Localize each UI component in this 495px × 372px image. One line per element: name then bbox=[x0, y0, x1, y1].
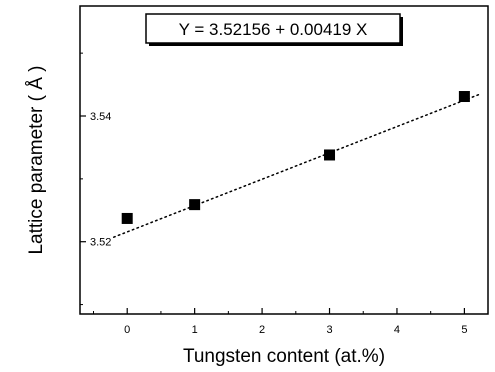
equation-box-frame bbox=[145, 13, 401, 44]
equation-box: Y = 3.52156 + 0.00419 X bbox=[145, 13, 403, 46]
data-points bbox=[121, 91, 470, 224]
x-tick-label-2: 2 bbox=[259, 324, 265, 336]
x-axis-ticks: 0 1 2 3 4 5 bbox=[92, 308, 467, 336]
data-point-x3 bbox=[324, 149, 336, 161]
equation-text: Y = 3.52156 + 0.00419 X bbox=[179, 20, 368, 39]
x-tick-label-4: 4 bbox=[394, 324, 400, 336]
y-axis-ticks: 3.52 3.54 bbox=[80, 52, 111, 306]
data-point-x5 bbox=[458, 91, 470, 103]
fit-line-group bbox=[112, 92, 483, 238]
x-tick-label-0: 0 bbox=[124, 324, 130, 336]
data-point-x1 bbox=[189, 199, 201, 211]
y-axis-label: Lattice parameter ( Å ) bbox=[26, 65, 47, 254]
x-tick-label-1: 1 bbox=[192, 324, 198, 336]
y-tick-label-3.52: 3.52 bbox=[90, 237, 111, 249]
x-axis-label: Tungsten content (at.%) bbox=[183, 346, 385, 367]
x-tick-label-5: 5 bbox=[461, 324, 467, 336]
fit-line bbox=[112, 92, 483, 238]
data-point-x0 bbox=[121, 212, 133, 224]
x-tick-label-3: 3 bbox=[326, 324, 332, 336]
y-tick-label-3.54: 3.54 bbox=[90, 111, 111, 123]
plot-frame bbox=[79, 5, 489, 315]
